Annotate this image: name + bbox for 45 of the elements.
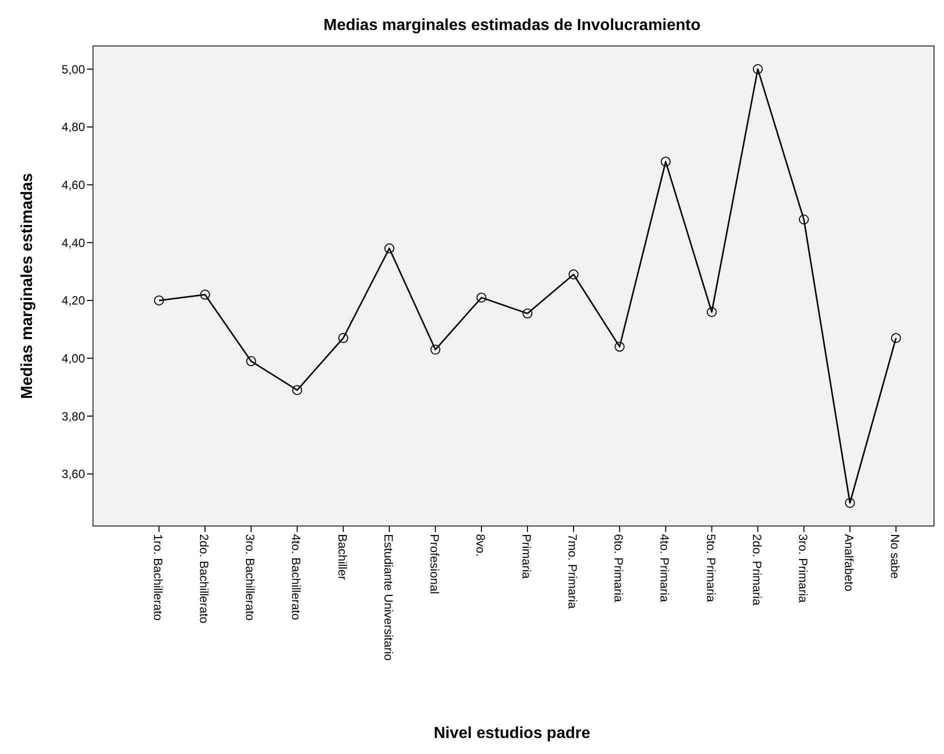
y-tick-label: 3,80 (62, 409, 86, 424)
y-tick-label: 4,60 (62, 178, 86, 192)
x-tick-label: 5to. Primaria (704, 534, 718, 602)
chart-title: Medias marginales estimadas de Involucramiento (323, 17, 701, 34)
y-tick-label: 4,20 (62, 294, 86, 308)
y-tick-label: 3,60 (62, 467, 86, 482)
y-tick-label: 4,00 (62, 351, 86, 366)
x-tick-label: Bachiller (335, 534, 350, 580)
x-tick-label: 2do. Primaria (750, 534, 764, 606)
point (614, 342, 625, 352)
x-tick-label: 3ro. Primaria (796, 534, 810, 604)
x-tick-label: Profesional (427, 534, 442, 594)
x-tick-label: 1ro. Bachillerato (151, 534, 165, 622)
point (338, 333, 348, 344)
x-tick-label: No sabe (888, 534, 902, 580)
point (891, 333, 901, 344)
point (154, 295, 164, 306)
x-tick-label: 3ro. Bachillerato (243, 534, 258, 622)
point (568, 269, 579, 280)
x-tick-label: Primaria (520, 534, 534, 579)
point (522, 308, 532, 318)
x-tick-label: 4to. Bachillerato (289, 534, 304, 620)
y-axis-title: Medias marginales estimadas (19, 172, 36, 399)
point (752, 64, 763, 74)
x-tick-label: 4to. Primaria (658, 534, 672, 602)
x-tick-label: 6to. Primaria (612, 534, 626, 602)
point (476, 292, 486, 303)
x-tick-label: 7mo. Primaria (566, 534, 580, 610)
x-tick-label: 8vo. (473, 534, 488, 557)
x-tick-label: Analfabeto (842, 534, 856, 592)
point (246, 356, 256, 366)
x-axis-title: Nivel estudios padre (434, 725, 590, 742)
point (200, 290, 210, 300)
point (384, 243, 394, 254)
point (844, 498, 855, 508)
point (706, 307, 717, 318)
point (292, 385, 302, 396)
y-tick-label: 5,00 (62, 62, 86, 76)
y-tick-label: 4,40 (62, 236, 86, 250)
point (660, 156, 671, 167)
y-tick-label: 4,80 (62, 120, 86, 134)
point (430, 344, 440, 355)
x-tick-label: 2do. Bachillerato (197, 534, 212, 624)
x-tick-label: Estudiante Universitario (381, 534, 396, 662)
point (798, 214, 809, 224)
